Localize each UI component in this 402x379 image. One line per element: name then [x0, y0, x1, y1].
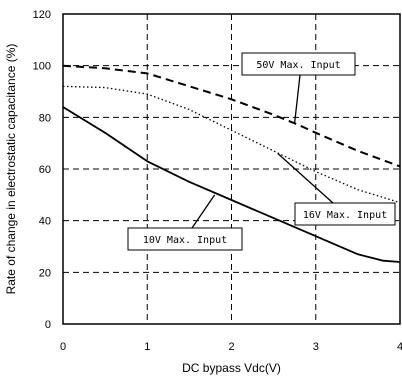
- callout-0: 50V Max. Input: [241, 52, 356, 123]
- annotations: 50V Max. Input 16V Max. Input 10V Max. Inp…: [127, 52, 396, 251]
- callout-box: [127, 227, 243, 251]
- series-line-2: [62, 106, 401, 263]
- callout-1: 16V Max. Input: [277, 153, 396, 226]
- y-tick-label: 0: [45, 319, 51, 331]
- x-tick-label: 3: [313, 341, 319, 353]
- callout-leader: [191, 194, 216, 229]
- plot-frame: [62, 13, 401, 325]
- x-tick-label: 4: [397, 341, 402, 353]
- callout-leader: [294, 74, 301, 123]
- callout-label: 16V Max. Input: [303, 210, 387, 221]
- x-tick-label: 0: [60, 341, 66, 353]
- y-axis-label: Rate of change in electrostatic capacita…: [4, 44, 18, 295]
- y-tick-label: 80: [39, 112, 51, 124]
- y-tick-label: 40: [39, 216, 51, 228]
- series-line-1: [62, 85, 401, 204]
- callout-box: [294, 202, 396, 226]
- callout-leader: [277, 153, 334, 204]
- y-tick-label: 120: [33, 9, 51, 21]
- series-lines: [62, 64, 401, 263]
- series-line-0: [62, 64, 401, 168]
- y-tick-label: 60: [39, 164, 51, 176]
- callout-label: 50V Max. Input: [256, 60, 340, 71]
- x-tick-label: 1: [144, 341, 150, 353]
- y-tick-label: 20: [39, 267, 51, 279]
- callout-2: 10V Max. Input: [127, 194, 243, 251]
- callout-label: 10V Max. Input: [143, 235, 227, 246]
- callout-box: [241, 52, 356, 76]
- x-tick-label: 2: [228, 341, 234, 353]
- y-tick-label: 100: [33, 61, 51, 73]
- x-axis-label: DC bypass Vdc(V): [182, 361, 281, 375]
